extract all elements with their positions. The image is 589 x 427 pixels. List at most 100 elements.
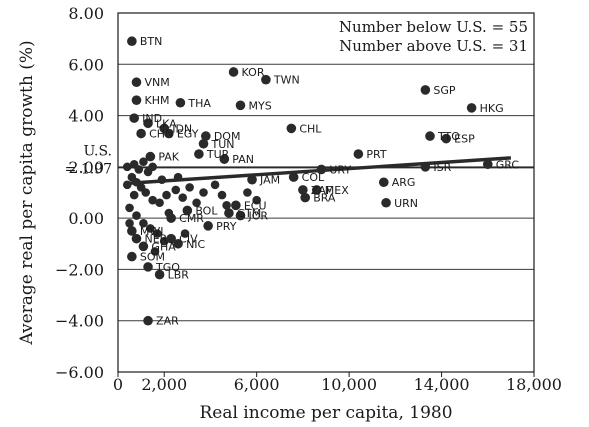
data-point — [201, 131, 211, 141]
data-point — [138, 241, 149, 252]
point-label: CHL — [299, 122, 322, 135]
y-tick-label: 4.00 — [68, 107, 104, 126]
point-label: TWN — [273, 74, 300, 87]
data-point — [222, 201, 231, 210]
point-label: TTO — [437, 130, 460, 143]
data-point — [199, 188, 208, 197]
data-point — [129, 113, 139, 123]
point-label: CIV — [179, 233, 198, 246]
data-point — [143, 262, 153, 272]
point-label: ESP — [454, 133, 475, 146]
data-point — [155, 198, 164, 208]
data-point — [198, 138, 209, 149]
data-point — [466, 103, 477, 113]
y-tick-label: −6.00 — [55, 363, 104, 382]
data-point — [173, 238, 183, 249]
point-label: ISR — [433, 161, 451, 174]
data-point — [150, 247, 160, 256]
point-label: ZAF — [311, 184, 332, 197]
data-point — [482, 159, 493, 170]
x-tick-label: 0 — [113, 375, 123, 394]
x-tick-label: 10,000 — [321, 375, 377, 394]
y-tick-label: 8.00 — [68, 4, 104, 23]
point-label: TGO — [155, 261, 180, 274]
point-label: IND — [142, 112, 162, 125]
x-tick-label: 2,000 — [141, 375, 187, 394]
data-point — [171, 185, 181, 195]
data-point — [235, 100, 246, 111]
data-point — [154, 269, 165, 280]
point-label: IDN — [172, 122, 192, 135]
point-label: BOL — [195, 204, 218, 217]
point-label: PRY — [216, 220, 237, 233]
data-point — [420, 162, 431, 172]
data-point — [125, 218, 134, 228]
us-reference-value: = 1.97 — [65, 162, 112, 178]
data-point — [252, 195, 261, 205]
x-tick-label: 14,000 — [414, 375, 470, 394]
point-label: NER — [144, 233, 167, 246]
point-label: SGP — [433, 84, 456, 97]
data-point — [353, 149, 364, 159]
point-label: VNM — [144, 76, 169, 89]
point-label: MYS — [248, 99, 271, 112]
data-point — [203, 221, 213, 231]
data-point — [192, 198, 201, 208]
point-label: EGY — [177, 128, 199, 141]
data-point — [134, 165, 144, 174]
point-label: HKG — [480, 102, 504, 115]
point-label: COL — [302, 171, 325, 184]
point-label: JOR — [247, 210, 268, 223]
data-point — [173, 172, 183, 182]
y-tick-label: −2.00 — [55, 260, 104, 279]
data-point — [152, 229, 162, 238]
point-label: PAN — [232, 153, 254, 166]
data-point — [131, 95, 142, 105]
data-point — [122, 180, 132, 190]
data-point — [148, 162, 157, 172]
y-tick-label: 6.00 — [68, 55, 104, 74]
point-label: URN — [394, 197, 418, 210]
data-point — [129, 190, 139, 200]
data-point — [185, 183, 194, 192]
data-point — [425, 131, 435, 141]
data-point — [145, 151, 156, 162]
data-point — [231, 200, 241, 211]
point-label: JAM — [259, 174, 280, 187]
point-label: GTM — [237, 207, 261, 220]
point-label: THA — [187, 97, 211, 110]
data-point — [122, 162, 132, 172]
point-label: KOR — [242, 66, 265, 79]
data-point — [228, 67, 239, 77]
data-point — [166, 233, 176, 244]
point-label: KHM — [144, 94, 169, 107]
x-axis: 0 2,000 6,000 10,000 14,000 18,000 — [113, 372, 562, 394]
data-point — [217, 190, 227, 200]
y-axis-title: Average real per capita growth (%) — [17, 40, 37, 345]
data-point — [127, 251, 137, 262]
data-point — [131, 233, 142, 244]
x-axis-title: Real income per capita, 1980 — [199, 403, 452, 423]
data-point — [378, 177, 389, 188]
data-point — [261, 74, 271, 85]
data-point — [159, 236, 169, 246]
x-tick-label: 6,000 — [234, 375, 280, 394]
point-label: MWI — [140, 225, 164, 238]
point-label: DOM — [214, 130, 241, 143]
point-label: BTN — [140, 35, 163, 48]
data-point — [300, 192, 311, 203]
y-axis: 8.00 6.00 4.00 2.00 0.00 −2.00 −4.00 −6.00 — [55, 4, 104, 382]
point-label: TUR — [206, 148, 230, 161]
point-label: SOM — [140, 251, 165, 264]
data-points — [122, 36, 493, 326]
data-point — [316, 164, 327, 175]
point-label: TUN — [211, 138, 235, 151]
data-point — [175, 97, 186, 108]
data-point — [139, 157, 148, 167]
point-label: ARG — [392, 176, 416, 189]
data-point — [162, 190, 171, 200]
data-point — [131, 77, 142, 88]
data-point — [132, 211, 141, 220]
